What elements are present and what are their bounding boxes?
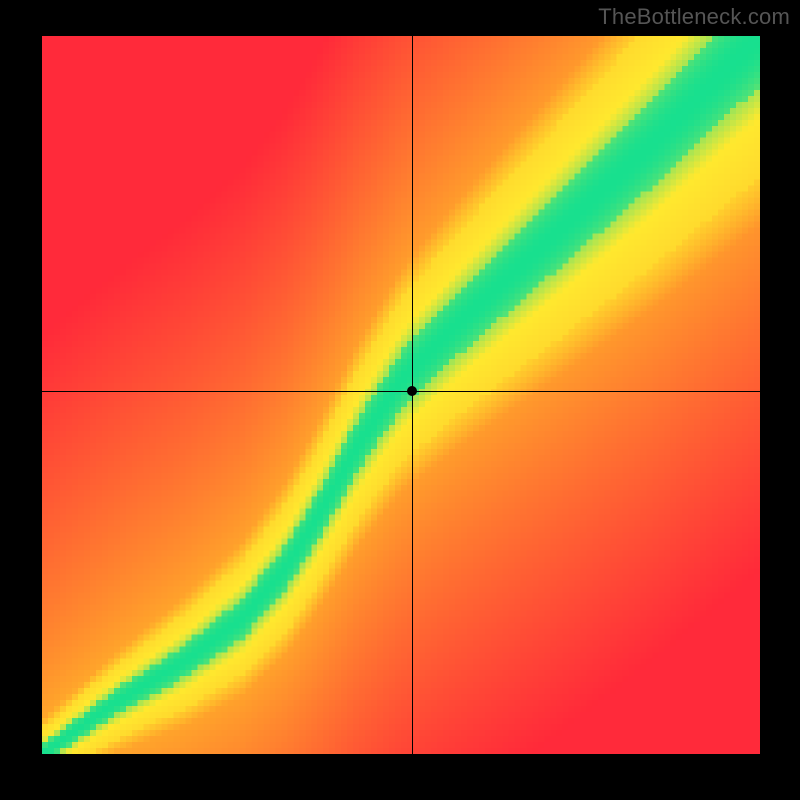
plot-area [42,36,760,754]
heatmap-canvas [42,36,760,754]
chart-container: TheBottleneck.com [0,0,800,800]
watermark-text: TheBottleneck.com [598,4,790,30]
